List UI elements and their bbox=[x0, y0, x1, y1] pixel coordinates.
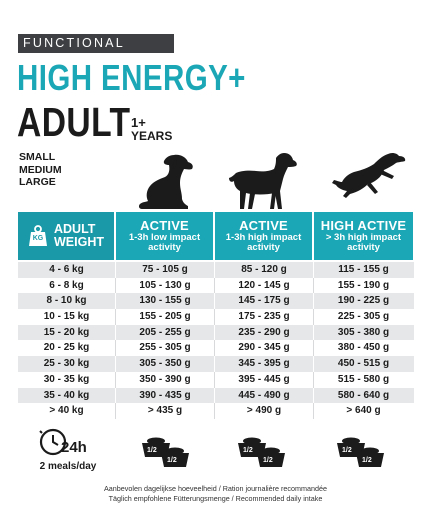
kg-weight-icon: KG bbox=[28, 225, 48, 247]
dog-sizes: SMALL MEDIUM LARGE bbox=[19, 151, 62, 189]
table-row: 10 - 15 kg 155 - 205 g 175 - 235 g 225 -… bbox=[18, 309, 414, 325]
bowl-portion-label: 1/2 bbox=[243, 447, 253, 454]
weight-cell: > 40 kg bbox=[18, 403, 116, 419]
weight-cell: 4 - 6 kg bbox=[18, 262, 116, 278]
daily-intake-note-2: Täglich empfohlene Fütterungsmenge / Rec… bbox=[108, 494, 323, 503]
amount-cell: 85 - 120 g bbox=[215, 262, 314, 278]
bowl-portion-label: 1/2 bbox=[263, 457, 273, 464]
amount-cell: 395 - 445 g bbox=[215, 371, 314, 388]
size-large: LARGE bbox=[19, 176, 56, 188]
amount-cell: 155 - 190 g bbox=[337, 279, 390, 291]
table-row: 20 - 25 kg 255 - 305 g 290 - 345 g 380 -… bbox=[18, 340, 414, 357]
hours-label: 24h bbox=[61, 439, 87, 456]
amount-cell: 120 - 145 g bbox=[215, 277, 314, 294]
amount-cell: 115 - 155 g bbox=[338, 264, 389, 275]
bowl-portion-label: 1/2 bbox=[342, 447, 352, 454]
amount-cell: 175 - 235 g bbox=[215, 309, 314, 325]
amount-cell: 515 - 580 g bbox=[337, 373, 390, 385]
column-subtitle: 1-3h high impact bbox=[225, 231, 302, 243]
amount-cell: 255 - 305 g bbox=[116, 340, 215, 357]
table-row: 30 - 35 kg 350 - 390 g 395 - 445 g 515 -… bbox=[18, 371, 414, 388]
amount-cell: 580 - 640 g bbox=[337, 389, 390, 401]
functional-banner: FUNCTIONAL bbox=[18, 34, 174, 53]
amount-cell: 205 - 255 g bbox=[116, 324, 215, 341]
header-active-low: ACTIVE 1-3h low impact activity bbox=[116, 212, 215, 260]
amount-cell: 130 - 155 g bbox=[116, 293, 215, 310]
amount-cell: 190 - 225 g bbox=[337, 295, 390, 307]
column-subtitle: activity bbox=[148, 242, 181, 253]
amount-cell: 105 - 130 g bbox=[116, 277, 215, 294]
table-row: 35 - 40 kg 390 - 435 g 445 - 490 g 580 -… bbox=[18, 387, 414, 404]
size-medium: MEDIUM bbox=[19, 163, 62, 176]
bowl-portion-label: 1/2 bbox=[147, 447, 157, 454]
table-header: KG ADULT WEIGHT ACTIVE 1-3h low impact a… bbox=[18, 212, 414, 260]
weight-cell: 25 - 30 kg bbox=[18, 356, 116, 372]
amount-cell: 345 - 395 g bbox=[215, 356, 314, 372]
amount-cell: 350 - 390 g bbox=[116, 371, 215, 388]
header-active-high: ACTIVE 1-3h high impact activity bbox=[215, 212, 314, 260]
amount-cell: 390 - 435 g bbox=[116, 387, 215, 404]
table-row: 8 - 10 kg 130 - 155 g 145 - 175 g 190 - … bbox=[18, 293, 414, 310]
sitting-dog-icon bbox=[136, 153, 196, 211]
food-bowl-icon: 1/2 1/2 bbox=[136, 433, 196, 473]
column-subtitle: activity bbox=[347, 242, 380, 253]
column-subtitle: > 3h high impact bbox=[325, 231, 402, 243]
header-weight-label: WEIGHT bbox=[54, 235, 104, 249]
header-adult-weight: KG ADULT WEIGHT bbox=[18, 212, 116, 260]
bowl-portion-label: 1/2 bbox=[362, 457, 372, 464]
column-title: ACTIVE bbox=[140, 217, 189, 233]
amount-cell: > 490 g bbox=[215, 403, 314, 419]
weight-cell: 6 - 8 kg bbox=[18, 277, 116, 294]
daily-intake-note-1: Aanbevolen dagelijkse hoeveelheid / Rati… bbox=[104, 484, 327, 493]
amount-cell: 380 - 450 g bbox=[337, 342, 390, 354]
table-row: 4 - 6 kg 75 - 105 g 85 - 120 g 115 - 155… bbox=[18, 262, 414, 278]
amount-cell: 145 - 175 g bbox=[215, 293, 314, 310]
weight-cell: 30 - 35 kg bbox=[18, 371, 116, 388]
amount-cell: 225 - 305 g bbox=[337, 311, 390, 323]
years-word: YEARS bbox=[131, 129, 173, 143]
column-title: ACTIVE bbox=[239, 217, 288, 233]
feeding-table: KG ADULT WEIGHT ACTIVE 1-3h low impact a… bbox=[18, 212, 414, 419]
weight-cell: 10 - 15 kg bbox=[18, 309, 116, 325]
food-bowl-icon: 1/2 1/2 bbox=[331, 433, 391, 473]
feeding-frequency: 24h 2 meals/day 1/2 1/2 1/2 1/2 1/2 1/2 bbox=[18, 425, 414, 473]
column-subtitle: 1-3h low impact bbox=[128, 231, 201, 243]
amount-cell: 305 - 380 g bbox=[337, 326, 390, 338]
column-subtitle: activity bbox=[247, 242, 280, 253]
size-small: SMALL bbox=[19, 151, 56, 163]
food-bowl-icon: 1/2 1/2 bbox=[232, 433, 292, 473]
standing-dog-icon bbox=[226, 151, 300, 213]
amount-cell: 450 - 515 g bbox=[337, 358, 390, 370]
kg-icon-label: KG bbox=[32, 235, 44, 242]
weight-cell: 35 - 40 kg bbox=[18, 387, 116, 404]
meals-per-day: 2 meals/day bbox=[39, 461, 97, 472]
product-title: HIGH ENERGY+ bbox=[17, 57, 246, 98]
header-adult-label: ADULT bbox=[54, 222, 96, 236]
life-stage-title: ADULT bbox=[17, 99, 131, 145]
amount-cell: 155 - 205 g bbox=[116, 309, 215, 325]
clock-icon: 24h bbox=[38, 427, 94, 468]
weight-cell: 8 - 10 kg bbox=[18, 293, 116, 310]
weight-cell: 15 - 20 kg bbox=[18, 324, 116, 341]
column-title: HIGH ACTIVE bbox=[320, 217, 407, 233]
amount-cell: > 435 g bbox=[116, 403, 215, 419]
table-row: 6 - 8 kg 105 - 130 g 120 - 145 g 155 - 1… bbox=[18, 277, 414, 294]
bowl-portion-label: 1/2 bbox=[167, 457, 177, 464]
header-high-active: HIGH ACTIVE > 3h high impact activity bbox=[314, 212, 413, 260]
amount-cell: 235 - 290 g bbox=[215, 324, 314, 341]
table-row: 15 - 20 kg 205 - 255 g 235 - 290 g 305 -… bbox=[18, 324, 414, 341]
table-row: 25 - 30 kg 305 - 350 g 345 - 395 g 450 -… bbox=[18, 356, 414, 372]
years-number: 1+ bbox=[131, 115, 146, 130]
table-row: > 40 kg > 435 g > 490 g > 640 g bbox=[18, 403, 414, 419]
amount-cell: > 640 g bbox=[346, 405, 381, 417]
jumping-dog-icon bbox=[330, 150, 408, 200]
amount-cell: 290 - 345 g bbox=[215, 340, 314, 357]
amount-cell: 445 - 490 g bbox=[215, 387, 314, 404]
amount-cell: 305 - 350 g bbox=[116, 356, 215, 372]
weight-cell: 20 - 25 kg bbox=[18, 340, 116, 357]
amount-cell: 75 - 105 g bbox=[116, 262, 215, 278]
